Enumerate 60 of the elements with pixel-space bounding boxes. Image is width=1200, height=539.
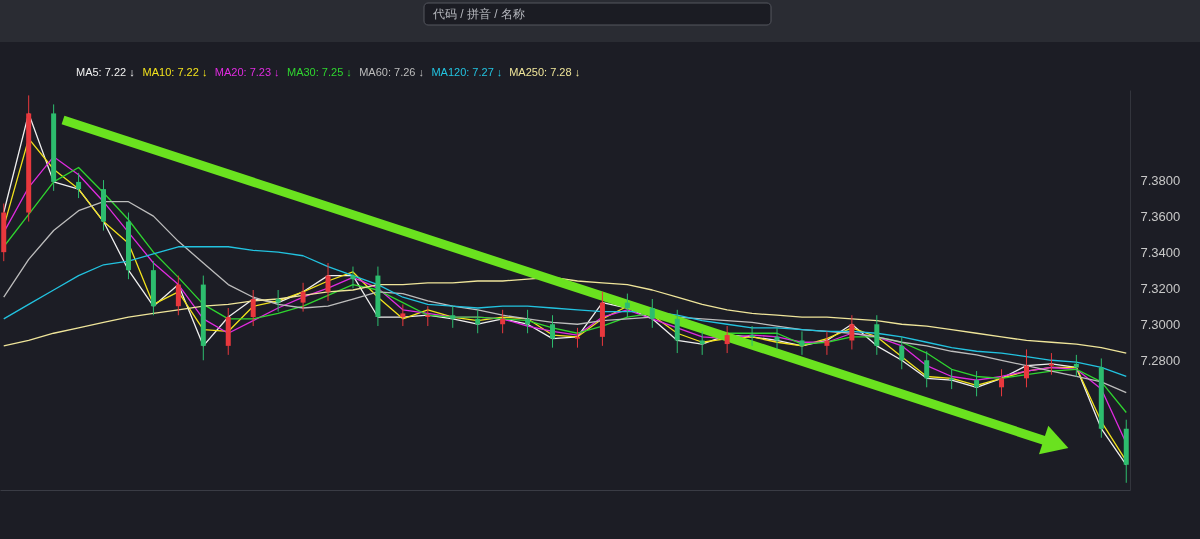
line-series bbox=[3, 201, 1127, 394]
candlestick bbox=[525, 309, 531, 334]
y-tick-label: 7.3200 bbox=[1140, 280, 1181, 296]
text: MA250: 7.28 ↓ bbox=[509, 66, 581, 78]
candlestick bbox=[76, 172, 82, 199]
candlestick bbox=[175, 275, 181, 316]
candlestick bbox=[250, 289, 256, 327]
candlestick bbox=[125, 212, 131, 280]
candlestick bbox=[749, 325, 755, 347]
candlestick bbox=[300, 282, 306, 313]
candlestick bbox=[400, 303, 406, 327]
candlestick bbox=[799, 330, 805, 356]
candlestick bbox=[924, 350, 930, 388]
candlestick bbox=[1048, 352, 1054, 376]
y-tick-label: 7.3800 bbox=[1140, 172, 1181, 188]
candlestick bbox=[1098, 357, 1104, 439]
candlestick bbox=[674, 309, 680, 354]
candlestick bbox=[899, 336, 905, 370]
candlestick bbox=[425, 305, 431, 327]
candlestick bbox=[26, 94, 32, 223]
text: MA120: 7.27 ↓ bbox=[431, 66, 503, 78]
text: MA5: 7.22 ↓ bbox=[76, 66, 135, 78]
text: MA20: 7.23 ↓ bbox=[214, 66, 280, 78]
candlestick bbox=[550, 314, 556, 349]
candlestick bbox=[450, 305, 456, 329]
candlestick bbox=[51, 103, 57, 192]
candlestick bbox=[200, 275, 206, 361]
candlestick bbox=[649, 298, 655, 329]
y-tick-label: 7.3600 bbox=[1140, 208, 1181, 224]
y-tick-label: 7.3400 bbox=[1140, 244, 1181, 260]
candlestick bbox=[849, 314, 855, 350]
candlestick bbox=[325, 262, 331, 302]
candlestick bbox=[275, 289, 281, 313]
candlestick bbox=[974, 370, 980, 397]
candlestick bbox=[225, 307, 231, 356]
candlestick bbox=[150, 260, 156, 316]
y-tick-label: 7.2800 bbox=[1140, 352, 1181, 368]
candlestick bbox=[1, 203, 7, 262]
candlestick bbox=[824, 330, 830, 356]
candlestick bbox=[1023, 348, 1029, 388]
candlestick bbox=[574, 327, 580, 349]
candlestick bbox=[624, 293, 630, 318]
y-tick-label: 7.3000 bbox=[1140, 316, 1181, 332]
text: 代码 / 拼音 / 名称 bbox=[432, 7, 526, 21]
candlestick bbox=[874, 314, 880, 356]
candlestick bbox=[500, 309, 506, 334]
line-series bbox=[3, 276, 1127, 354]
text: MA30: 7.25 ↓ bbox=[287, 66, 352, 78]
candlestick bbox=[1123, 419, 1129, 484]
candlestick bbox=[599, 291, 605, 347]
text: MA10: 7.22 ↓ bbox=[142, 66, 208, 78]
candlestick bbox=[699, 330, 705, 356]
candlestick bbox=[101, 179, 107, 232]
candlestick bbox=[949, 368, 955, 390]
candlestick bbox=[999, 368, 1005, 397]
text: MA60: 7.26 ↓ bbox=[359, 66, 425, 78]
candlestick bbox=[475, 309, 481, 334]
candlestick bbox=[724, 325, 730, 354]
line-series bbox=[3, 246, 1127, 378]
candlestick bbox=[375, 266, 381, 327]
